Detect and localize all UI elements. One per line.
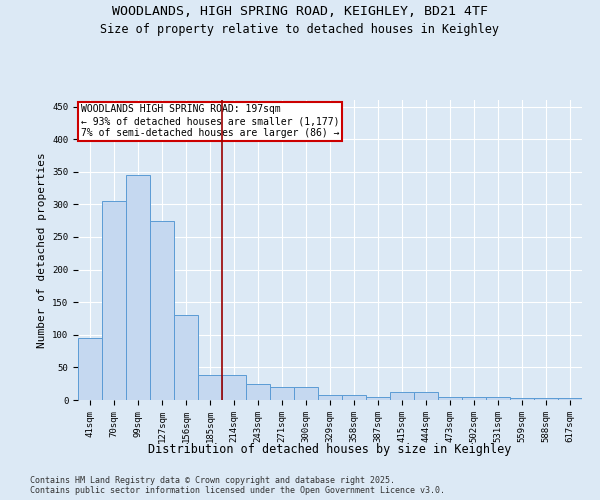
Bar	[438, 396, 462, 400]
Bar	[366, 396, 390, 400]
Text: WOODLANDS HIGH SPRING ROAD: 197sqm
← 93% of detached houses are smaller (1,177)
: WOODLANDS HIGH SPRING ROAD: 197sqm ← 93%…	[80, 104, 339, 138]
Bar	[390, 392, 414, 400]
Bar	[246, 384, 270, 400]
Bar	[318, 395, 342, 400]
Bar	[342, 395, 366, 400]
Text: Contains HM Land Registry data © Crown copyright and database right 2025.
Contai: Contains HM Land Registry data © Crown c…	[30, 476, 445, 495]
Bar	[294, 387, 318, 400]
Bar	[174, 315, 198, 400]
Text: WOODLANDS, HIGH SPRING ROAD, KEIGHLEY, BD21 4TF: WOODLANDS, HIGH SPRING ROAD, KEIGHLEY, B…	[112, 5, 488, 18]
Bar	[150, 220, 174, 400]
Bar	[270, 387, 294, 400]
Bar	[486, 396, 510, 400]
Bar	[414, 392, 438, 400]
Bar	[222, 375, 246, 400]
Y-axis label: Number of detached properties: Number of detached properties	[37, 152, 47, 348]
Bar	[126, 175, 150, 400]
Bar	[198, 375, 222, 400]
Bar	[558, 398, 582, 400]
Bar	[102, 201, 126, 400]
Text: Distribution of detached houses by size in Keighley: Distribution of detached houses by size …	[148, 442, 512, 456]
Bar	[510, 398, 534, 400]
Bar	[534, 398, 558, 400]
Bar	[462, 396, 486, 400]
Text: Size of property relative to detached houses in Keighley: Size of property relative to detached ho…	[101, 22, 499, 36]
Bar	[78, 338, 102, 400]
